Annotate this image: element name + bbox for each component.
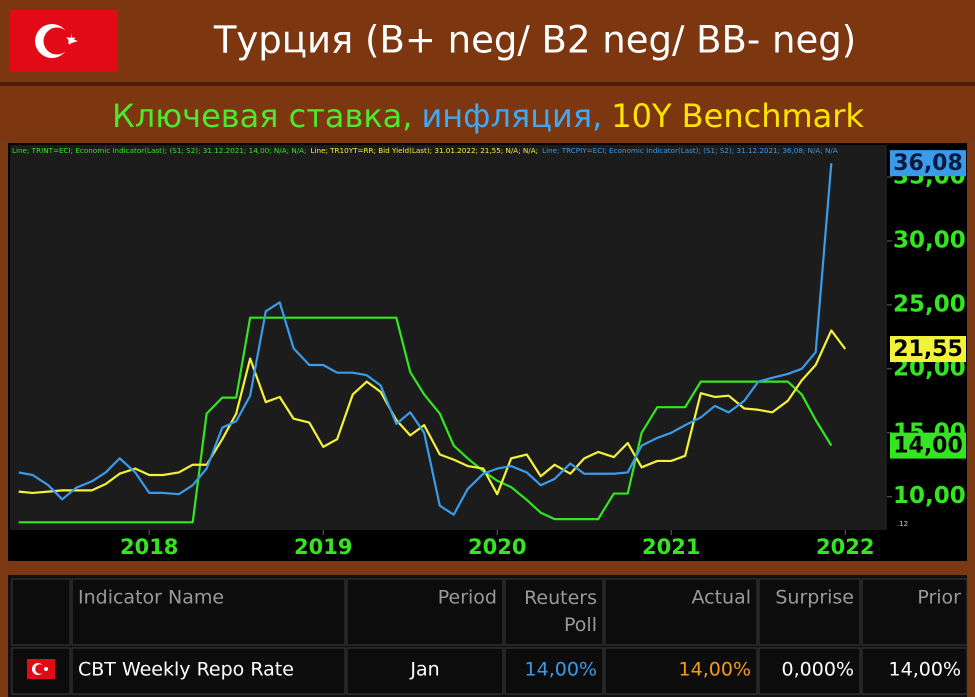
value-label: 14,00	[893, 434, 963, 459]
table-cell	[861, 647, 968, 695]
table-cell	[758, 647, 861, 695]
legend-entry: Line; TRINT=ECI; Economic Indicator(Last…	[12, 146, 306, 155]
table-cell	[758, 578, 861, 646]
flag	[10, 10, 118, 72]
divider	[0, 82, 975, 86]
title: Турция (B+ neg/ B2 neg/ BB- neg)	[213, 19, 856, 62]
x-tick-label: 2019	[294, 535, 352, 559]
x-tick-label: 2022	[816, 535, 874, 559]
table-cell	[71, 647, 346, 695]
table-cell	[604, 647, 758, 695]
table-cell	[861, 578, 968, 646]
table-cell-text: CBT Weekly Repo Rate	[78, 659, 294, 681]
subtitle-part: Ключевая ставка,	[112, 97, 412, 135]
table-cell	[11, 578, 71, 646]
table-cell	[604, 578, 758, 646]
subtitle-band	[0, 86, 975, 141]
column-header: Indicator Name	[78, 587, 224, 609]
corner-label: .12	[897, 520, 908, 528]
y-tick-label: 25,00	[893, 291, 966, 317]
column-header: Prior	[917, 587, 961, 609]
legend: Line; TRINT=ECI; Economic Indicator(Last…	[12, 146, 838, 155]
legend-entry: Line; TR10YT=RR; Bid Yield(Last); 31.01.…	[310, 146, 538, 155]
y-tick-label: 30,00	[893, 227, 966, 253]
row-flag	[27, 659, 55, 679]
subtitle: Ключевая ставка, инфляция, 10Y Benchmark	[112, 97, 864, 135]
value-label: 21,55	[893, 337, 963, 362]
flag-star	[44, 667, 48, 671]
value-label-box	[890, 150, 966, 177]
table-cell-text: 14,00%	[889, 659, 961, 681]
table-cell-text: Jan	[409, 659, 439, 681]
column-header: Period	[438, 587, 497, 609]
table-cell	[346, 578, 504, 646]
series-line	[18, 329, 847, 496]
y-tick-label: 10,00	[893, 483, 966, 509]
table-cell	[504, 647, 604, 695]
plot-area	[10, 145, 887, 530]
x-tick-label: 2021	[642, 535, 700, 559]
header-band	[0, 0, 975, 82]
column-header: Actual	[691, 587, 751, 609]
x-tick-label: 2018	[120, 535, 178, 559]
column-header: Surprise	[775, 587, 854, 609]
table-cell-text: 14,00%	[679, 659, 751, 681]
legend-entry: Line; TRCPIY=ECI; Economic Indicator(Las…	[542, 146, 838, 155]
subtitle-part: 10Y Benchmark	[611, 97, 864, 135]
x-tick-label: 2020	[468, 535, 526, 559]
table-cell	[71, 578, 346, 646]
table-cell-text: 0,000%	[782, 659, 854, 681]
table-cell	[504, 578, 604, 646]
table-cell	[346, 647, 504, 695]
column-header: Reuters Poll	[524, 587, 597, 636]
series-line	[18, 163, 833, 516]
value-label-box	[890, 336, 966, 363]
subtitle-part: инфляция,	[421, 97, 602, 135]
series-line	[18, 316, 833, 524]
table-cell-text: 14,00%	[525, 659, 597, 681]
value-label: 36,08	[893, 151, 963, 176]
value-label-box	[890, 432, 966, 459]
table: Indicator Name Period Reuters Poll Actual Su…	[11, 578, 968, 695]
flag-crescent-cut	[35, 664, 45, 674]
